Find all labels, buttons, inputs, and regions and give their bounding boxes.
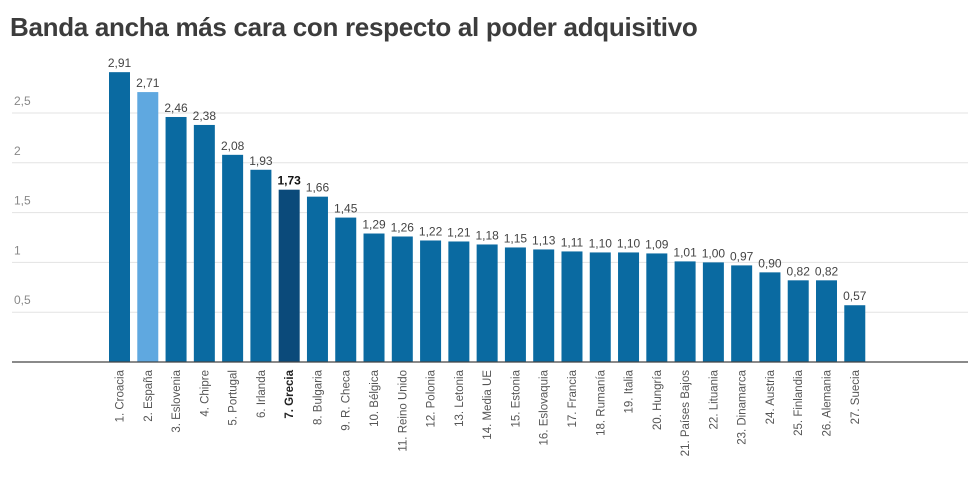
y-tick-label: 1 <box>14 243 21 257</box>
category-label: 5. Portugal <box>228 370 240 426</box>
category-label: 8. Bulgaria <box>312 369 324 425</box>
value-label: 1,11 <box>561 235 584 249</box>
value-label: 2,46 <box>164 101 188 115</box>
category-label: 18. Rumanía <box>595 369 607 435</box>
value-label: 1,45 <box>334 202 358 216</box>
value-label: 1,13 <box>532 233 556 247</box>
bar <box>250 169 272 362</box>
value-label: 2,08 <box>221 139 245 153</box>
category-label: 3. Eslovenia <box>171 369 183 432</box>
category-label: 22. Lituania <box>708 369 720 429</box>
bar <box>702 262 724 362</box>
y-tick-label: 2,5 <box>14 94 31 108</box>
bar <box>533 249 555 362</box>
bar <box>787 280 809 362</box>
bar <box>137 92 159 363</box>
bar <box>193 124 215 363</box>
category-label: 19. Italia <box>624 369 636 413</box>
bar <box>504 247 526 362</box>
category-label: 4. Chipre <box>199 370 211 417</box>
category-label: 16. Eslovaquia <box>539 369 551 445</box>
category-label: 14. Media UE <box>482 370 494 440</box>
value-label: 1,10 <box>589 236 613 250</box>
category-label: 7. Grecia <box>284 369 296 418</box>
category-label: 21. Países Bajos <box>680 370 692 457</box>
category-label: 27. Suecia <box>850 369 862 424</box>
value-label: 1,93 <box>249 154 273 168</box>
category-label: 10. Bélgica <box>369 369 381 427</box>
bar <box>816 280 837 362</box>
value-label: 1,00 <box>702 246 726 260</box>
bar <box>391 236 413 362</box>
value-label: 2,71 <box>136 76 160 90</box>
bar <box>561 251 583 362</box>
value-label: 1,10 <box>617 236 641 250</box>
value-label: 0,90 <box>758 256 782 270</box>
bar <box>420 240 442 362</box>
category-label: 23. Dinamarca <box>737 369 749 444</box>
category-label: 13. Letonia <box>454 369 466 427</box>
bar <box>476 244 498 362</box>
category-label: 1. Croacia <box>115 369 127 422</box>
value-label: 1,29 <box>362 218 386 232</box>
category-label: 15. Estonia <box>510 369 522 427</box>
value-label: 1,01 <box>673 245 697 259</box>
bar <box>646 253 668 362</box>
value-label: 1,22 <box>419 224 443 238</box>
category-label: 11. Reino Unido <box>397 370 409 452</box>
y-tick-label: 0,5 <box>14 293 31 307</box>
bar <box>844 305 866 362</box>
bar <box>109 72 130 362</box>
category-label: 25. Finlandia <box>793 369 805 435</box>
value-label: 0,82 <box>787 264 811 278</box>
bar <box>448 241 470 362</box>
value-label: 1,09 <box>645 237 669 251</box>
category-label: 20. Hungría <box>652 369 664 430</box>
bar <box>278 189 300 362</box>
value-label: 1,21 <box>447 225 471 239</box>
bar <box>589 252 611 362</box>
category-label: 26. Alemania <box>822 369 834 436</box>
value-label: 0,82 <box>815 264 839 278</box>
value-label: 0,57 <box>843 289 867 303</box>
category-label: 12. Polonia <box>426 369 438 427</box>
bar <box>674 261 696 362</box>
value-label: 2,91 <box>108 56 132 70</box>
bar <box>222 154 244 362</box>
bar <box>165 116 187 362</box>
value-label: 1,26 <box>391 221 415 235</box>
category-label: 6. Irlanda <box>256 369 268 418</box>
chart-title: Banda ancha más cara con respecto al pod… <box>10 12 698 42</box>
value-label: 1,66 <box>306 181 330 195</box>
value-label: 0,97 <box>730 249 754 263</box>
bar <box>335 217 357 362</box>
category-label: 24. Austria <box>765 369 777 424</box>
bar <box>759 272 781 362</box>
value-label: 1,73 <box>278 174 302 188</box>
value-label: 2,38 <box>193 109 217 123</box>
y-tick-label: 1,5 <box>14 194 31 208</box>
value-label: 1,15 <box>504 231 528 245</box>
y-tick-label: 2 <box>14 144 21 158</box>
bar <box>618 252 640 362</box>
bar <box>363 233 385 362</box>
bar <box>306 196 328 362</box>
category-label: 2. España <box>143 369 155 421</box>
bar <box>731 265 753 362</box>
category-label: 17. Francia <box>567 369 579 427</box>
value-label: 1,18 <box>475 228 499 242</box>
category-label: 9. R. Checa <box>341 369 353 430</box>
